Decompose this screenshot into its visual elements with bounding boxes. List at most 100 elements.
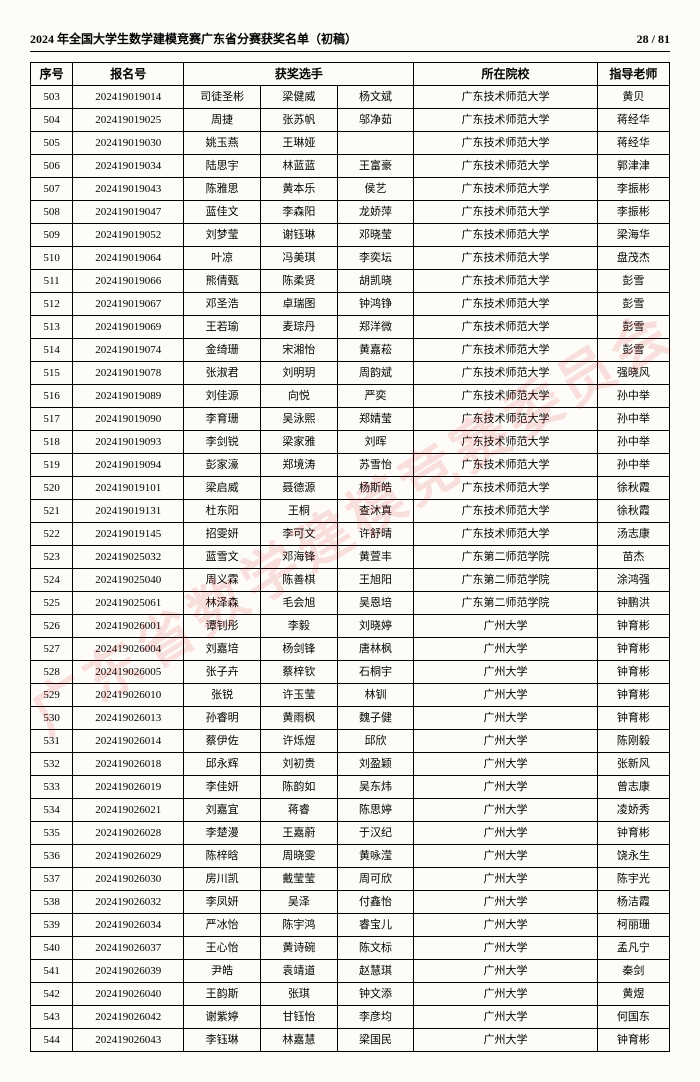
cell-member: 黄嘉菘 — [337, 339, 414, 362]
table-row: 527202419026004刘嘉培杨剑锋唐林枫广州大学钟育彬 — [31, 638, 670, 661]
cell-school: 广东技术师范大学 — [414, 523, 597, 546]
table-row: 504202419019025周捷张苏帆邬净茹广东技术师范大学蒋经华 — [31, 109, 670, 132]
cell-seq: 506 — [31, 155, 73, 178]
cell-school: 广东技术师范大学 — [414, 224, 597, 247]
cell-reg: 202419019074 — [73, 339, 184, 362]
cell-member: 许舒晴 — [337, 523, 414, 546]
table-row: 541202419026039尹皓袁靖道赵慧琪广州大学秦剑 — [31, 960, 670, 983]
cell-advisor: 何国东 — [597, 1006, 669, 1029]
cell-member: 刘晓婷 — [337, 615, 414, 638]
cell-member: 王琳娅 — [261, 132, 338, 155]
cell-member: 袁靖道 — [261, 960, 338, 983]
table-row: 534202419026021刘嘉宜蒋睿陈思婷广州大学凌娇秀 — [31, 799, 670, 822]
cell-school: 广州大学 — [414, 638, 597, 661]
cell-member: 吴恩培 — [337, 592, 414, 615]
cell-advisor: 彭雪 — [597, 339, 669, 362]
cell-member: 吴泽 — [261, 891, 338, 914]
cell-member: 许烁煜 — [261, 730, 338, 753]
cell-member: 龙娇萍 — [337, 201, 414, 224]
cell-school: 广州大学 — [414, 753, 597, 776]
cell-school: 广东技术师范大学 — [414, 431, 597, 454]
cell-member: 宋湘怡 — [261, 339, 338, 362]
table-row: 516202419019089刘佳源向悦严奕广东技术师范大学孙中举 — [31, 385, 670, 408]
cell-seq: 511 — [31, 270, 73, 293]
cell-school: 广东技术师范大学 — [414, 86, 597, 109]
table-row: 514202419019074金绮珊宋湘怡黄嘉菘广东技术师范大学彭雪 — [31, 339, 670, 362]
cell-seq: 512 — [31, 293, 73, 316]
cell-seq: 515 — [31, 362, 73, 385]
cell-reg: 202419026034 — [73, 914, 184, 937]
page-header: 2024 年全国大学生数学建模竞赛广东省分赛获奖名单（初稿） 28 / 81 — [30, 30, 670, 52]
cell-reg: 202419026014 — [73, 730, 184, 753]
winners-table: 序号 报名号 获奖选手 所在院校 指导老师 503202419019014司徒圣… — [30, 62, 670, 1052]
table-row: 505202419019030姚玉燕王琳娅广东技术师范大学蒋经华 — [31, 132, 670, 155]
cell-member: 向悦 — [261, 385, 338, 408]
cell-school: 广东第二师范学院 — [414, 546, 597, 569]
cell-member: 周捷 — [184, 109, 261, 132]
cell-school: 广东技术师范大学 — [414, 339, 597, 362]
cell-reg: 202419026037 — [73, 937, 184, 960]
cell-advisor: 饶永生 — [597, 845, 669, 868]
cell-school: 广东技术师范大学 — [414, 316, 597, 339]
cell-member: 王嘉蔚 — [261, 822, 338, 845]
cell-seq: 521 — [31, 500, 73, 523]
cell-member: 聂德源 — [261, 477, 338, 500]
cell-school: 广州大学 — [414, 822, 597, 845]
cell-seq: 534 — [31, 799, 73, 822]
cell-reg: 202419019030 — [73, 132, 184, 155]
cell-member: 周义霖 — [184, 569, 261, 592]
table-row: 538202419026032李凤妍吴泽付鑫怡广州大学杨洁霞 — [31, 891, 670, 914]
cell-reg: 202419026021 — [73, 799, 184, 822]
cell-reg: 202419026039 — [73, 960, 184, 983]
cell-member: 卓瑞图 — [261, 293, 338, 316]
cell-school: 广州大学 — [414, 1029, 597, 1052]
table-row: 536202419026029陈梓晗周晓雯黄咏滢广州大学饶永生 — [31, 845, 670, 868]
cell-member: 王桐 — [261, 500, 338, 523]
cell-member: 谢紫婷 — [184, 1006, 261, 1029]
cell-reg: 202419019067 — [73, 293, 184, 316]
cell-advisor: 杨洁霞 — [597, 891, 669, 914]
cell-member: 陈文标 — [337, 937, 414, 960]
cell-reg: 202419026030 — [73, 868, 184, 891]
cell-advisor: 张新风 — [597, 753, 669, 776]
cell-member: 陆思宇 — [184, 155, 261, 178]
cell-advisor: 徐秋霞 — [597, 500, 669, 523]
page-container: 广东省数学建模竞赛委员会 2024 年全国大学生数学建模竞赛广东省分赛获奖名单（… — [0, 0, 700, 1082]
table-body: 503202419019014司徒圣彬梁健威杨文斌广东技术师范大学黄贝50420… — [31, 86, 670, 1052]
cell-reg: 202419019145 — [73, 523, 184, 546]
cell-advisor: 黄煜 — [597, 983, 669, 1006]
cell-advisor: 蒋经华 — [597, 132, 669, 155]
cell-member — [337, 132, 414, 155]
table-row: 519202419019094彭家濠郑境涛苏雪怡广东技术师范大学孙中举 — [31, 454, 670, 477]
cell-member: 谭钊彤 — [184, 615, 261, 638]
cell-school: 广州大学 — [414, 776, 597, 799]
cell-member: 许玉莹 — [261, 684, 338, 707]
cell-member: 李剑锐 — [184, 431, 261, 454]
cell-school: 广东技术师范大学 — [414, 477, 597, 500]
cell-member: 刘梦莹 — [184, 224, 261, 247]
cell-advisor: 蒋经华 — [597, 109, 669, 132]
cell-member: 李彦均 — [337, 1006, 414, 1029]
cell-advisor: 梁海华 — [597, 224, 669, 247]
cell-reg: 202419019052 — [73, 224, 184, 247]
table-row: 524202419025040周义霖陈善棋王旭阳广东第二师范学院涂鸿强 — [31, 569, 670, 592]
cell-advisor: 强晓风 — [597, 362, 669, 385]
table-row: 537202419026030房川凯戴莹莹周可欣广州大学陈宇光 — [31, 868, 670, 891]
col-school: 所在院校 — [414, 63, 597, 86]
cell-member: 邓圣浩 — [184, 293, 261, 316]
cell-member: 李育珊 — [184, 408, 261, 431]
cell-member: 杨文斌 — [337, 86, 414, 109]
page-number: 28 / 81 — [637, 32, 670, 47]
col-advisor: 指导老师 — [597, 63, 669, 86]
cell-member: 杜东阳 — [184, 500, 261, 523]
table-row: 526202419026001谭钊彤李毅刘晓婷广州大学钟育彬 — [31, 615, 670, 638]
cell-member: 于汉纪 — [337, 822, 414, 845]
table-row: 542202419026040王韵斯张琪钟文添广州大学黄煜 — [31, 983, 670, 1006]
cell-school: 广东第二师范学院 — [414, 569, 597, 592]
cell-seq: 510 — [31, 247, 73, 270]
document-title: 2024 年全国大学生数学建模竞赛广东省分赛获奖名单（初稿） — [30, 30, 357, 47]
cell-member: 郑婧莹 — [337, 408, 414, 431]
cell-advisor: 柯丽珊 — [597, 914, 669, 937]
cell-member: 蔡伊佐 — [184, 730, 261, 753]
cell-member: 梁国民 — [337, 1029, 414, 1052]
